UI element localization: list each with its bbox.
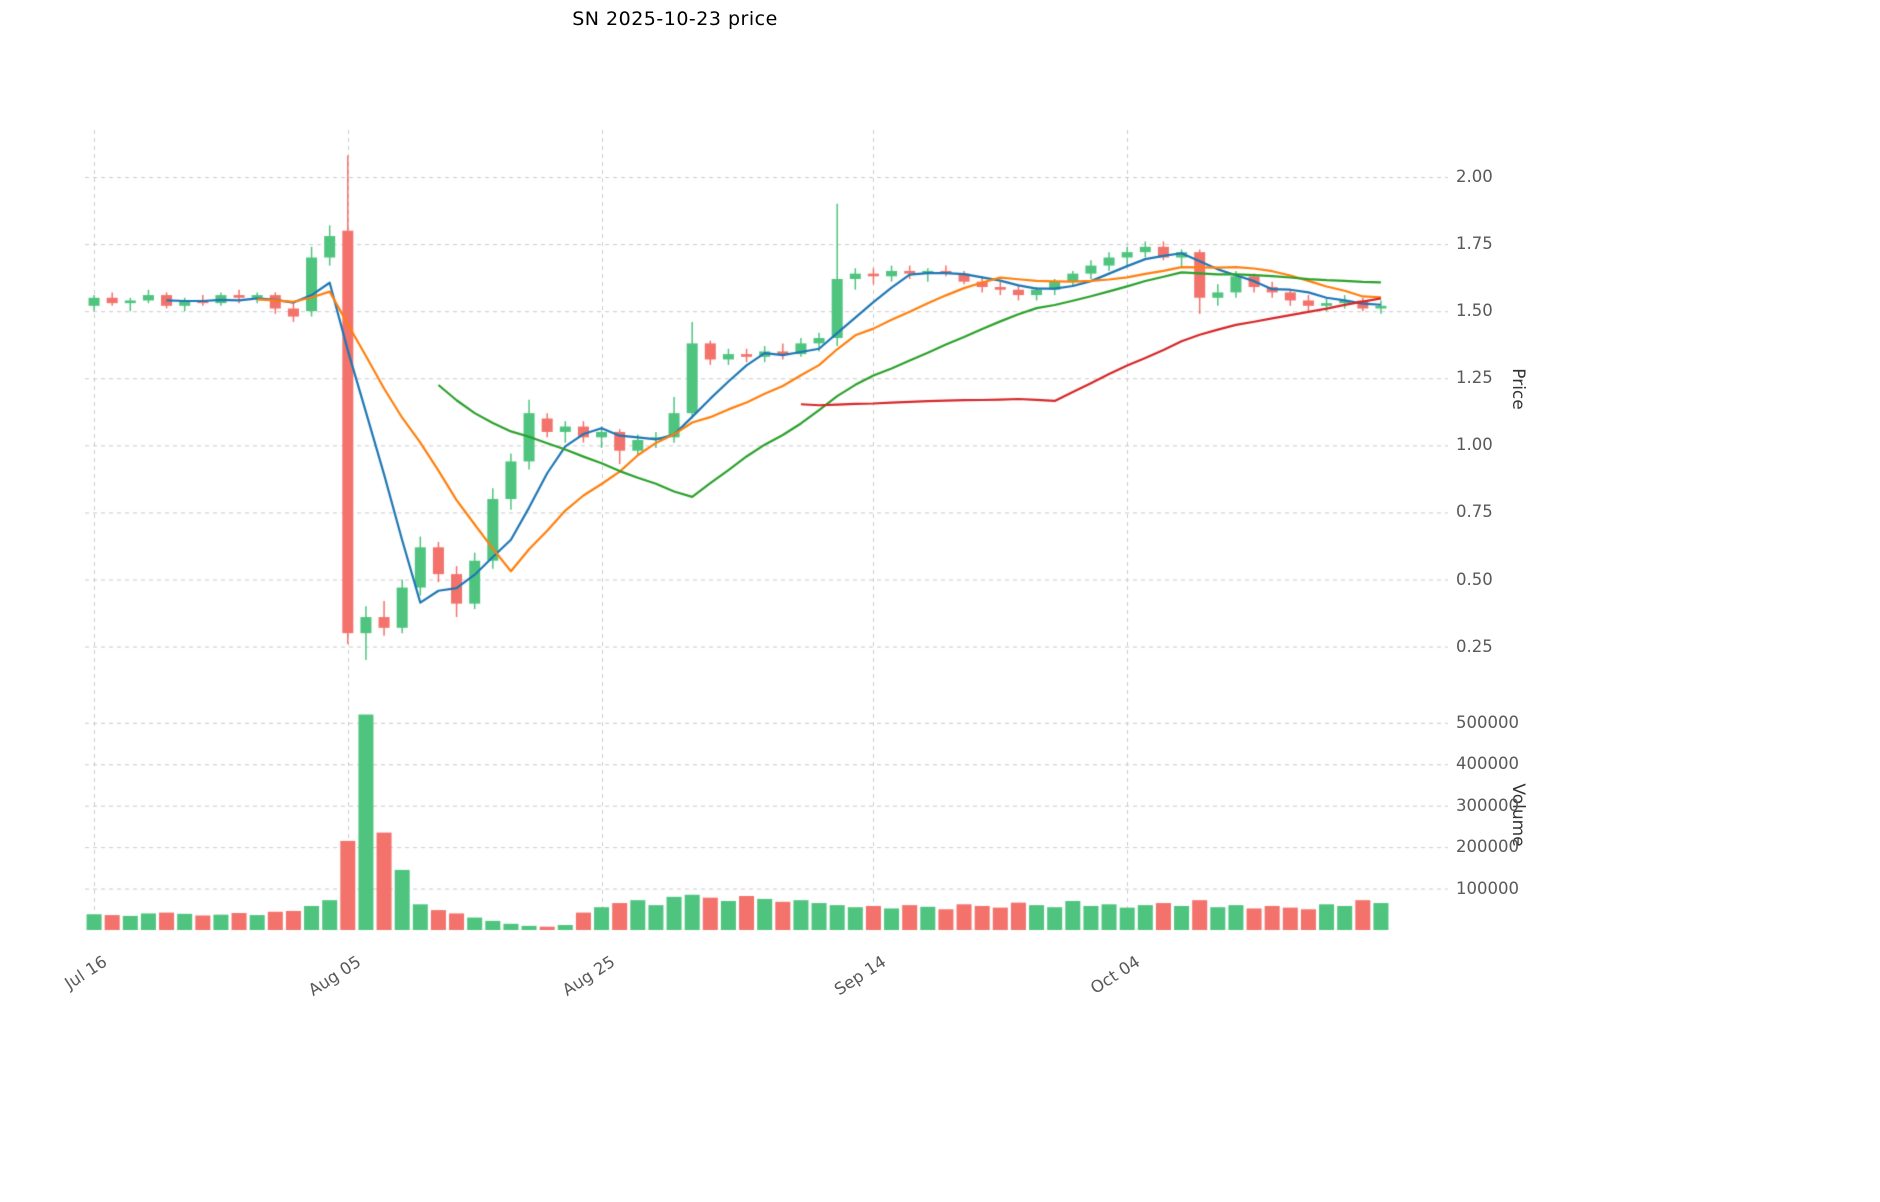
price-tick-label: 0.25	[1456, 636, 1493, 656]
price-tick-label: 2.00	[1456, 167, 1493, 187]
volume-tick-label: 200000	[1456, 837, 1519, 857]
price-tick-label: 0.50	[1456, 569, 1493, 589]
price-axis-title: Price	[1508, 368, 1528, 410]
price-tick-label: 1.75	[1456, 234, 1493, 254]
volume-tick-label: 300000	[1456, 795, 1519, 815]
price-tick-label: 0.75	[1456, 502, 1493, 522]
volume-tick-label: 500000	[1456, 712, 1519, 732]
price-tick-label: 1.25	[1456, 368, 1493, 388]
volume-tick-label: 400000	[1456, 754, 1519, 774]
price-tick-label: 1.00	[1456, 435, 1493, 455]
chart-title: SN 2025-10-23 price	[572, 8, 778, 30]
price-tick-label: 1.50	[1456, 301, 1493, 321]
volume-tick-label: 100000	[1456, 878, 1519, 898]
volume-axis-title: Volume	[1508, 783, 1528, 847]
